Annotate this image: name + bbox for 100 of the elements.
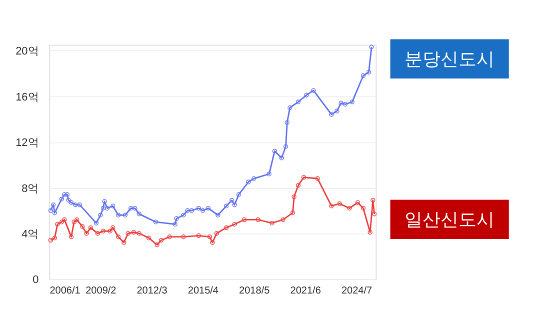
x-tick-label: 2015/4 [188,285,219,296]
point [350,100,355,104]
y-tick-label: 12억 [16,137,39,150]
point [100,228,106,234]
point [292,194,296,200]
point [62,192,67,197]
point [131,230,136,235]
point [256,217,260,222]
y-tick-label: 20억 [16,46,39,58]
point [136,212,142,216]
point [284,120,290,125]
point [73,202,78,208]
point [360,73,366,78]
point [181,234,186,240]
point [196,206,202,211]
point [290,210,296,216]
point [370,198,376,203]
point [270,220,274,226]
point [337,201,342,206]
point [236,192,242,197]
point [136,231,142,236]
point [280,217,286,222]
point [55,222,60,227]
point [242,217,247,222]
point [77,202,82,208]
point [210,240,215,245]
point [329,112,334,117]
point [296,182,301,188]
point [88,225,94,230]
point [132,206,138,211]
point [342,102,348,107]
point [189,208,194,213]
point [66,198,71,203]
point [102,198,107,204]
point [266,172,272,176]
point [167,234,172,240]
point [355,200,360,205]
y-tick-label: 4억 [22,228,39,240]
point [196,233,202,238]
point [214,231,220,236]
point [52,210,58,216]
point [283,144,288,149]
point [84,231,89,236]
point [206,206,211,211]
point [116,212,121,218]
point [347,206,352,211]
point [59,196,64,202]
point [334,108,340,114]
point [366,70,372,75]
point [232,222,237,227]
point [62,217,67,222]
x-tick-label: 2009/2 [86,285,117,296]
point [110,225,116,230]
point [329,204,334,208]
point [68,234,74,240]
point [174,216,179,221]
point [224,204,229,208]
point [146,236,152,240]
point [172,222,178,227]
point [64,192,70,197]
point [368,230,373,235]
point [185,208,190,213]
point [116,234,121,240]
point [279,156,284,160]
point [52,236,58,240]
point [272,148,278,154]
point [50,202,56,208]
point [104,206,110,211]
point [74,217,80,222]
point [108,228,112,234]
point [110,204,116,208]
point [72,220,76,224]
x-tick-label: 2006/1 [50,285,81,296]
point [288,105,292,110]
point [360,206,366,211]
point [128,206,134,211]
point [94,220,99,226]
y-tick-label: 0 [32,274,39,286]
point [216,212,220,218]
series-label: 분당신도시 [404,48,495,69]
point [158,238,164,243]
point [246,180,251,184]
point [121,240,126,245]
x-tick-label: 2021/6 [290,285,322,296]
point [296,100,301,104]
point [154,242,160,248]
point [207,234,212,240]
point [153,220,158,224]
point [181,212,186,218]
point [252,176,256,181]
point [315,176,320,181]
point [95,231,100,236]
point [68,200,74,205]
point [301,174,306,180]
point [122,212,128,218]
point [232,202,237,208]
point [100,206,106,211]
point [59,220,64,224]
series-label: 일산신도시 [404,208,495,230]
point [338,100,344,106]
